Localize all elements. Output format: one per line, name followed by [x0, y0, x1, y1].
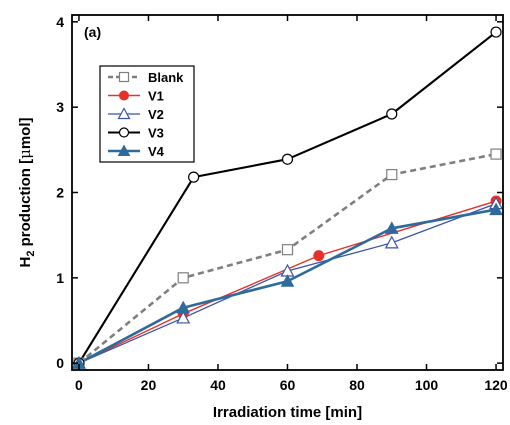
- data-point-v4: [280, 274, 295, 287]
- panel-label: (a): [84, 24, 101, 40]
- x-axis-label: Irradiation time [min]: [213, 404, 362, 421]
- y-label-text: production [: [17, 159, 34, 251]
- data-point-v4: [176, 300, 191, 314]
- x-tick-label: 40: [210, 377, 226, 393]
- x-tick-label: 20: [141, 377, 157, 393]
- data-point-blank: [281, 244, 294, 256]
- series-line-v1: [78, 200, 497, 364]
- data-point-blank: [490, 148, 502, 160]
- legend-label-blank: Blank: [148, 70, 184, 85]
- y-label-unit: mol]: [17, 117, 34, 149]
- y-tick-label: 3: [56, 99, 64, 115]
- y-tick-label: 4: [56, 14, 64, 30]
- data-point-v2: [176, 310, 191, 324]
- y-tick-label: 2: [56, 185, 64, 201]
- legend-label-v3: V3: [148, 126, 164, 141]
- legend-marker-blank: [118, 71, 130, 83]
- legend: Blank V1 V2 V3 V4: [99, 65, 195, 163]
- data-point-v3: [386, 108, 398, 120]
- axes-ticks: 0 20 40 60 80 100 120 0 1 2 3 4: [56, 14, 508, 393]
- legend-marker-v4: [117, 144, 131, 156]
- y-label-mu: μ: [16, 149, 34, 159]
- x-tick-label: 60: [280, 377, 296, 393]
- legend-label-v1: V1: [148, 89, 164, 104]
- data-point-blank: [386, 168, 398, 181]
- legend-marker-v1: [119, 90, 129, 101]
- x-tick-label: 80: [349, 377, 365, 393]
- y-label-subscript: 2: [25, 251, 37, 257]
- data-point-v3: [188, 171, 200, 183]
- data-point-v1: [313, 250, 325, 262]
- y-label-prefix: H: [17, 257, 34, 268]
- y-tick-label: 1: [56, 270, 64, 286]
- legend-label-v2: V2: [148, 107, 164, 122]
- legend-marker-v3: [118, 127, 130, 138]
- data-point-v2: [384, 235, 399, 249]
- data-point-blank: [177, 272, 189, 284]
- y-axis-label: H2 production [μmol]: [16, 117, 37, 267]
- x-tick-label: 100: [415, 377, 439, 393]
- legend-marker-v2: [117, 107, 131, 120]
- data-point-v3: [281, 153, 294, 165]
- data-point-v4: [384, 221, 399, 234]
- data-point-v3: [490, 26, 502, 38]
- x-tick-label: 0: [75, 377, 83, 393]
- y-tick-label: 0: [56, 355, 64, 371]
- series-markers: [71, 26, 504, 369]
- series-line-blank: [78, 152, 497, 365]
- data-point-v4: [489, 202, 503, 216]
- x-tick-label: 120: [484, 377, 508, 393]
- legend-label-v4: V4: [148, 144, 165, 159]
